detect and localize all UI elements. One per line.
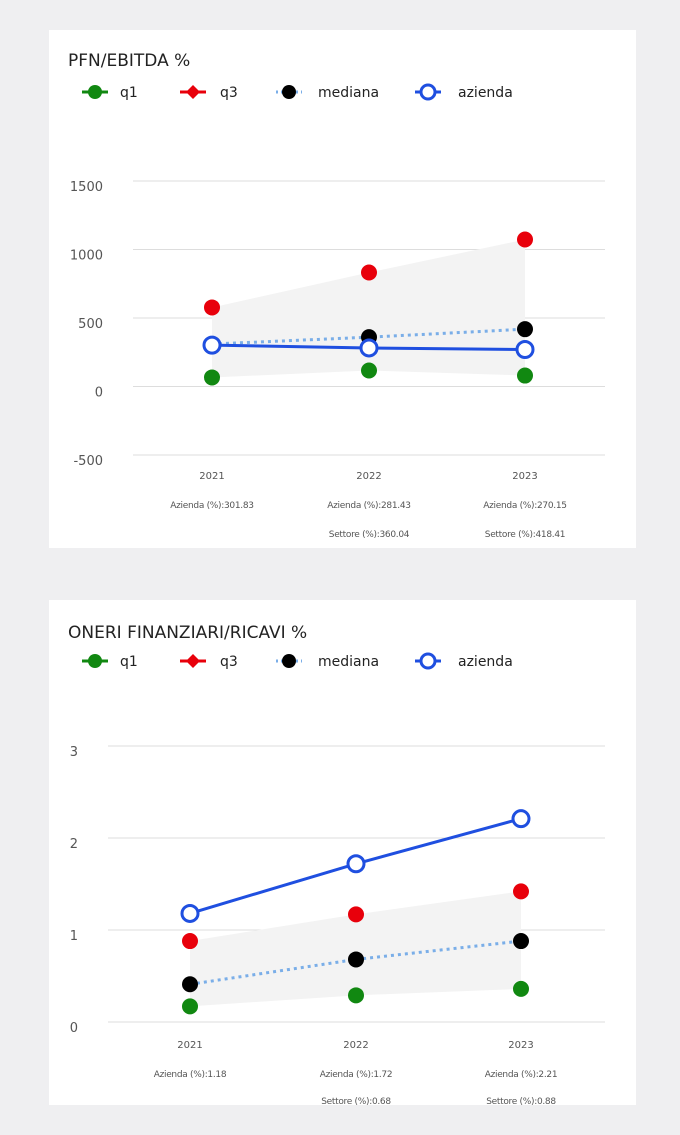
card bbox=[49, 600, 636, 1105]
y-tick-label: 500 bbox=[78, 317, 103, 332]
y-tick-label: 0 bbox=[95, 386, 103, 401]
x-tick-label: 2022 bbox=[343, 1040, 368, 1051]
legend-label: q3 bbox=[220, 85, 238, 101]
point bbox=[517, 367, 533, 384]
legend-label: azienda bbox=[458, 85, 513, 101]
point bbox=[513, 933, 529, 950]
annotation: Settore (%):0.68 bbox=[321, 1097, 391, 1107]
point bbox=[182, 998, 198, 1015]
point bbox=[517, 231, 533, 248]
legend-symbol bbox=[419, 652, 437, 670]
legend-label: q3 bbox=[220, 654, 238, 670]
point bbox=[348, 987, 364, 1004]
x-tick-label: 2023 bbox=[512, 471, 537, 482]
annotation: Azienda (%):301.83 bbox=[170, 501, 253, 511]
point bbox=[182, 933, 198, 950]
legend-label: q1 bbox=[120, 85, 138, 101]
legend-label: q1 bbox=[120, 654, 138, 670]
y-tick-label: 0 bbox=[70, 1021, 78, 1036]
annotation: Azienda (%):270.15 bbox=[483, 501, 566, 511]
y-tick-label: 1500 bbox=[70, 180, 103, 195]
point bbox=[515, 339, 535, 359]
legend-label: mediana bbox=[318, 654, 379, 670]
legend-symbol bbox=[419, 83, 437, 101]
legend-symbol bbox=[282, 654, 296, 668]
legend-label: mediana bbox=[318, 85, 379, 101]
point bbox=[513, 883, 529, 900]
annotation: Settore (%):360.04 bbox=[329, 530, 410, 540]
point bbox=[361, 264, 377, 281]
point bbox=[348, 951, 364, 968]
point bbox=[517, 321, 533, 338]
point bbox=[180, 903, 200, 923]
legend-symbol bbox=[282, 85, 296, 99]
point bbox=[348, 906, 364, 923]
point bbox=[361, 362, 377, 379]
y-tick-label: -500 bbox=[73, 454, 103, 469]
x-tick-label: 2021 bbox=[177, 1040, 202, 1051]
y-tick-label: 1 bbox=[70, 929, 78, 944]
point bbox=[204, 369, 220, 386]
band bbox=[212, 239, 525, 378]
legend-symbol bbox=[88, 654, 102, 668]
point bbox=[182, 976, 198, 993]
x-tick-label: 2023 bbox=[508, 1040, 533, 1051]
annotation: Settore (%):418.41 bbox=[485, 530, 565, 540]
annotation: Settore (%):0.88 bbox=[486, 1097, 556, 1107]
y-tick-label: 3 bbox=[70, 745, 78, 760]
legend-symbol bbox=[186, 654, 200, 668]
x-tick-label: 2022 bbox=[356, 471, 381, 482]
band bbox=[190, 891, 521, 1007]
series-line bbox=[211, 327, 526, 346]
annotation: Azienda (%):281.43 bbox=[327, 501, 410, 511]
annotation: Azienda (%):1.18 bbox=[154, 1070, 227, 1080]
legend-label: azienda bbox=[458, 654, 513, 670]
legend-symbol bbox=[186, 85, 200, 99]
point bbox=[359, 338, 379, 358]
y-tick-label: 1000 bbox=[70, 249, 103, 264]
annotation: Azienda (%):1.72 bbox=[320, 1070, 393, 1080]
chart-title: ONERI FINANZIARI/RICAVI % bbox=[68, 623, 307, 643]
point bbox=[511, 809, 531, 829]
point bbox=[346, 854, 366, 874]
legend-symbol bbox=[88, 85, 102, 99]
chart-title: PFN/EBITDA % bbox=[68, 51, 190, 71]
y-tick-label: 2 bbox=[70, 837, 78, 852]
point bbox=[204, 299, 220, 316]
x-tick-label: 2021 bbox=[199, 471, 224, 482]
point bbox=[513, 980, 529, 997]
annotation: Azienda (%):2.21 bbox=[485, 1070, 558, 1080]
point bbox=[202, 335, 222, 355]
